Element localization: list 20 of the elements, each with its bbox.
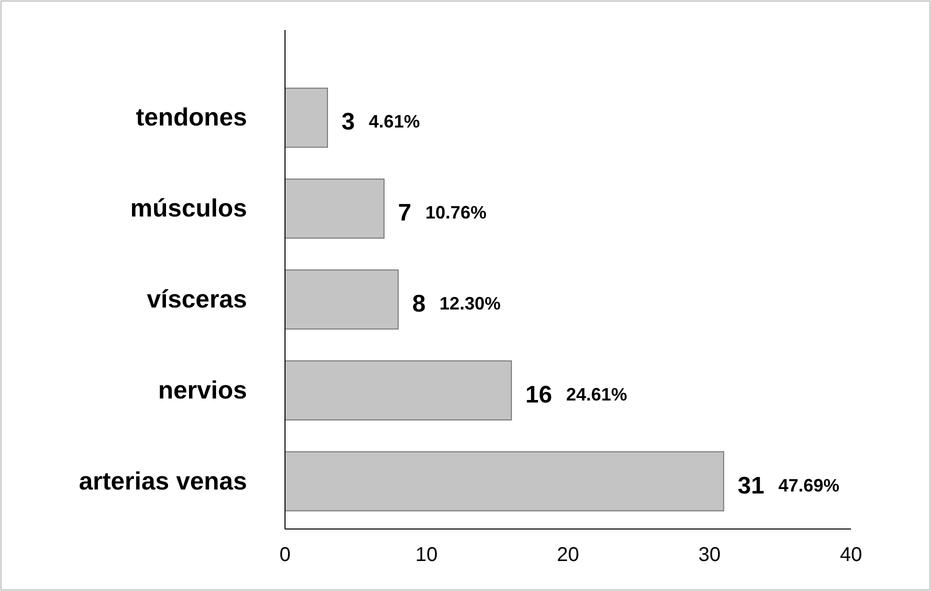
y-tick-label: tendones: [136, 104, 247, 132]
x-tick-label: 0: [279, 544, 291, 566]
y-tick-label: nervios: [158, 376, 247, 404]
bar: [284, 178, 385, 239]
data-label: 3 4.61%: [341, 108, 420, 136]
bar: [284, 269, 399, 330]
data-label: 16 24.61%: [525, 380, 628, 408]
x-tick-label: 10: [415, 544, 438, 566]
y-tick-label: vísceras: [146, 286, 247, 314]
data-label: 7 10.76%: [398, 199, 486, 226]
bar: [284, 451, 724, 512]
bar: [284, 360, 512, 420]
y-tick-label: arterias venas: [78, 467, 247, 496]
x-tick-label: 30: [698, 544, 721, 566]
data-label: 31 47.69%: [738, 472, 840, 499]
y-tick-label: músculos: [130, 194, 247, 223]
data-label: 8 12.30%: [412, 290, 501, 317]
bar: [284, 88, 328, 148]
x-tick-label: 20: [556, 544, 580, 566]
x-tick-label: 40: [840, 544, 862, 566]
